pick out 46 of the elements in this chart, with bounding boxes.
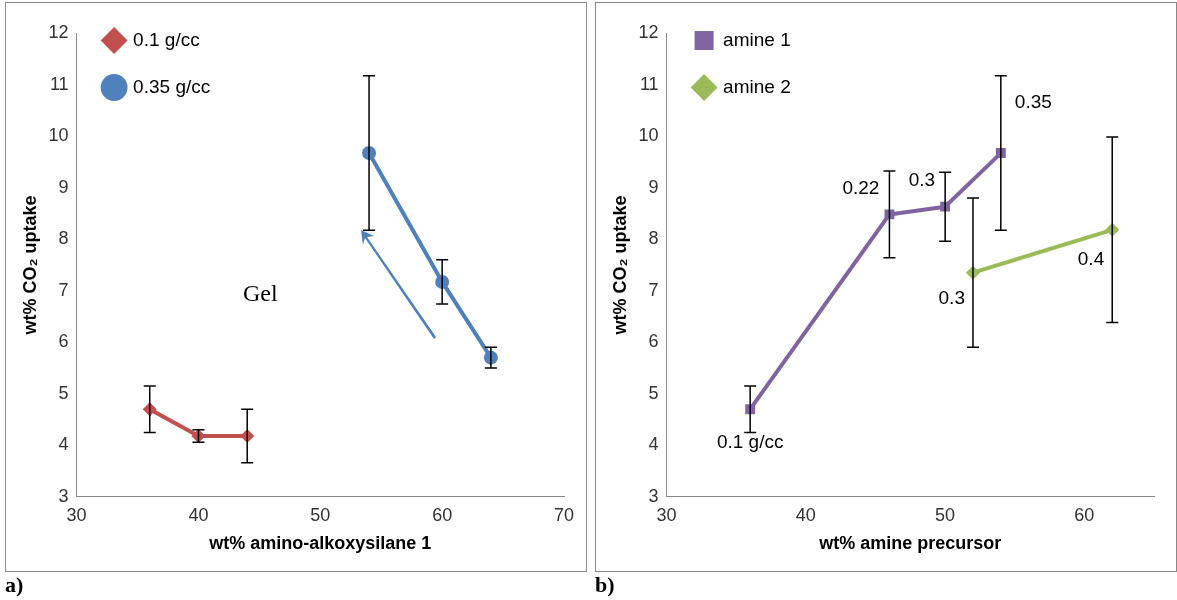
- legend-label: 0.1 g/cc: [133, 28, 200, 50]
- legend-label: 0.35 g/cc: [133, 75, 211, 97]
- x-axis-title: wt% amine precursor: [818, 533, 1002, 554]
- x-tick-label: 30: [66, 504, 87, 525]
- x-tick-label: 30: [656, 504, 677, 525]
- legend-label: amine 2: [723, 75, 791, 97]
- y-tick-label: 7: [648, 279, 659, 300]
- y-tick-label: 9: [648, 176, 659, 197]
- y-tick-label: 3: [58, 485, 69, 506]
- y-tick-label: 11: [49, 73, 69, 94]
- y-tick-label: 7: [58, 279, 69, 300]
- y-tick-label: 3: [648, 485, 659, 506]
- annotation: 0.22: [842, 176, 880, 198]
- annotation: 0.3: [908, 168, 936, 190]
- y-tick-label: 4: [648, 434, 659, 455]
- annotation: 0.1 g/cc: [716, 431, 784, 453]
- x-tick-label: 50: [935, 504, 956, 525]
- annotation: 0.35: [1014, 91, 1052, 113]
- y-axis-title: wt% CO₂ uptake: [19, 195, 40, 336]
- x-tick-label: 60: [1074, 504, 1095, 525]
- x-tick-label: 60: [432, 504, 453, 525]
- text: a): [5, 572, 24, 598]
- annotation: 0.4: [1077, 248, 1105, 270]
- y-tick-label: 12: [48, 21, 69, 42]
- annotation: 0.3: [938, 286, 965, 308]
- x-tick-label: 40: [795, 504, 816, 525]
- x-tick-label: 70: [553, 504, 575, 525]
- legend-label: amine 1: [723, 28, 791, 50]
- y-tick-label: 9: [58, 176, 69, 197]
- y-tick-label: 5: [58, 382, 69, 403]
- y-tick-label: 4: [58, 434, 69, 455]
- y-tick-label: 12: [638, 21, 659, 42]
- text: b): [595, 572, 615, 598]
- y-tick-label: 10: [638, 125, 659, 146]
- x-axis-title: wt% amino-alkoxysilane 1: [208, 533, 432, 554]
- x-tick-label: 40: [188, 504, 209, 525]
- y-tick-label: 8: [58, 228, 69, 249]
- y-tick-label: 6: [648, 331, 659, 352]
- y-tick-label: 8: [648, 228, 659, 249]
- y-tick-label: 6: [58, 331, 69, 352]
- x-tick-label: 50: [310, 504, 331, 525]
- y-tick-label: 5: [648, 382, 659, 403]
- annotation: Gel: [243, 280, 278, 307]
- y-axis-title: wt% CO₂ uptake: [609, 195, 630, 336]
- y-tick-label: 11: [639, 73, 659, 94]
- y-tick-label: 10: [48, 125, 69, 146]
